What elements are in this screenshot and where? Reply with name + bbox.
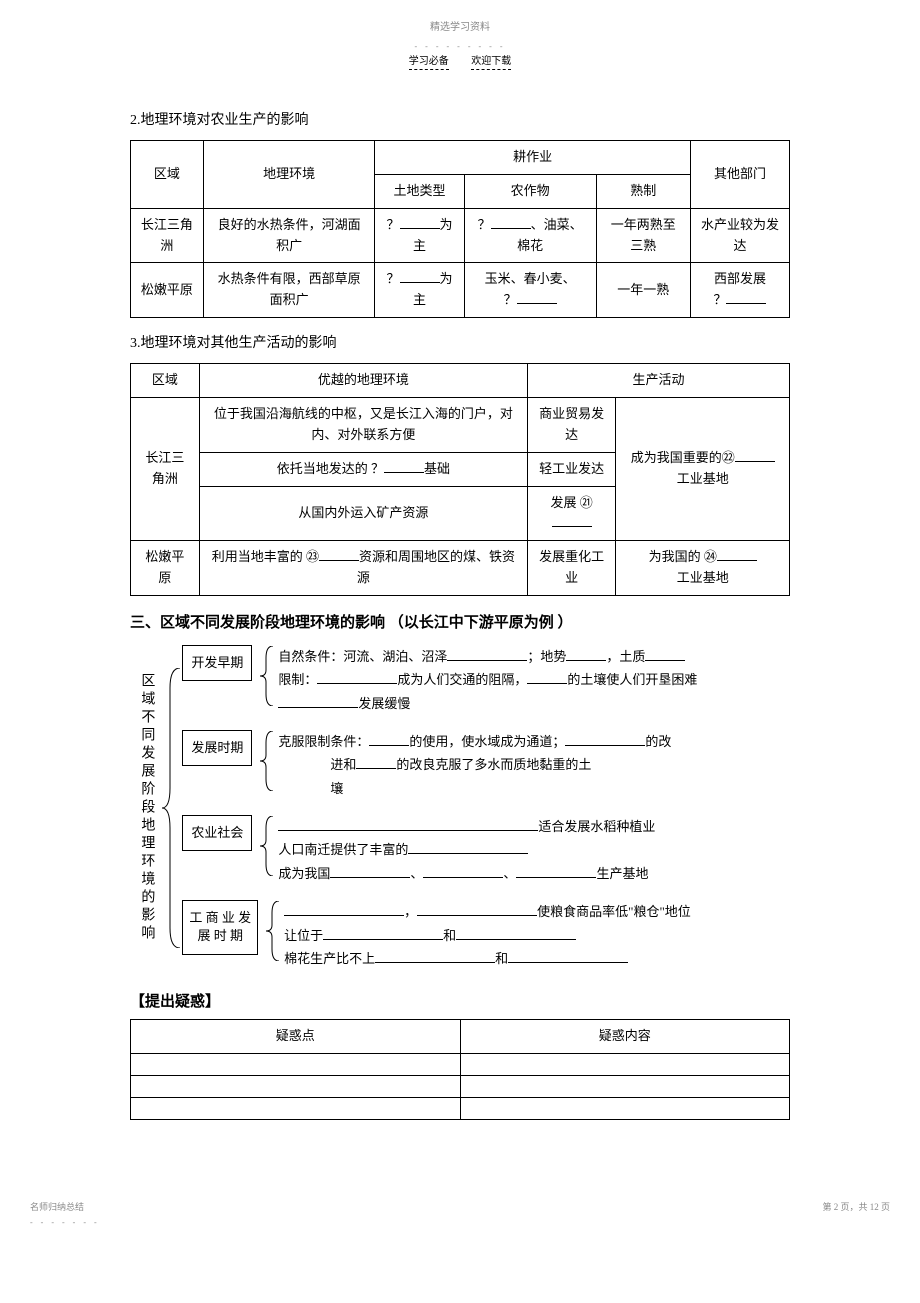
table-row: 发展 ㉑: [527, 486, 616, 541]
table-row: 成为我国重要的㉒工业基地: [616, 398, 790, 541]
table-row: 一年两熟至三熟: [596, 208, 690, 263]
table-row: 为我国的 ㉔工业基地: [616, 541, 790, 596]
table-row: 位于我国沿海航线的中枢，又是长江入海的门户，对内、对外联系方便: [199, 398, 527, 453]
stage-content: 自然条件：河流、湖泊、沼泽；地势，土质 限制：成为人们交通的阻隔，的土壤使人们开…: [278, 645, 790, 715]
table-row: 玉米、春小麦、？: [464, 263, 596, 318]
table-row: 水产业较为发达: [690, 208, 789, 263]
table-row: [460, 1054, 790, 1076]
table-row: 商业贸易发达: [527, 398, 616, 453]
footer-right: 第 2 页，共 12 页: [822, 1200, 890, 1229]
diagram: 区域不同发展阶段地理环境的影响 开发早期 自然条件：河流、湖泊、沼泽；地势，土质…: [130, 645, 790, 971]
stage-label: 工 商 业 发展 时 期: [182, 900, 258, 954]
stage-row: 发展时期 克服限制条件：的使用，使水域成为通道；的改 进和的改良克服了多水而质地…: [182, 730, 790, 800]
table-row: 松嫩平原: [131, 541, 200, 596]
brace-icon: [162, 645, 182, 971]
stage-label: 开发早期: [182, 645, 252, 681]
table-row: 利用当地丰富的 ㉓资源和周围地区的煤、铁资源: [199, 541, 527, 596]
stage-row: 开发早期 自然条件：河流、湖泊、沼泽；地势，土质 限制：成为人们交通的阻隔，的土…: [182, 645, 790, 715]
table-row: [460, 1076, 790, 1098]
table-row: 轻工业发达: [527, 452, 616, 486]
table-row: ？为主: [375, 208, 464, 263]
table-row: ？为主: [375, 263, 464, 318]
diagram-sections: 开发早期 自然条件：河流、湖泊、沼泽；地势，土质 限制：成为人们交通的阻隔，的土…: [182, 645, 790, 971]
th-region: 区域: [131, 364, 200, 398]
left-brace-icon: [162, 668, 182, 948]
th-doubt-content: 疑惑内容: [460, 1020, 790, 1054]
table-row: [131, 1054, 461, 1076]
th-land: 土地类型: [375, 174, 464, 208]
table-row: 长江三角洲: [131, 208, 204, 263]
stage-content: 适合发展水稻种植业 人口南迁提供了丰富的 成为我国、、生产基地: [278, 815, 790, 885]
brace-icon: [257, 646, 278, 714]
table-row: 发展重化工业: [527, 541, 616, 596]
th-region: 区域: [131, 141, 204, 209]
th-cycle: 熟制: [596, 174, 690, 208]
th-doubt-point: 疑惑点: [131, 1020, 461, 1054]
section3-title: 3.地理环境对其他生产活动的影响: [130, 333, 790, 355]
table-row: 依托当地发达的 ？基础: [199, 452, 527, 486]
th-crops: 农作物: [464, 174, 596, 208]
section2-title: 2.地理环境对农业生产的影响: [130, 110, 790, 132]
brace-icon: [257, 731, 278, 799]
stage-label: 农业社会: [182, 815, 252, 851]
diagram-left-label: 区域不同发展阶段地理环境的影响: [130, 645, 162, 971]
table-row: [131, 1098, 461, 1120]
table-agriculture: 区域 地理环境 耕作业 其他部门 土地类型 农作物 熟制 长江三角洲 良好的水热…: [130, 140, 790, 318]
stage-content: ，使粮食商品率低"粮仓"地位 让位于和 棉花生产比不上和: [284, 900, 790, 970]
table-row: 长江三角洲: [131, 398, 200, 541]
th-env: 优越的地理环境: [199, 364, 527, 398]
stage-label: 发展时期: [182, 730, 252, 766]
stage-content: 克服限制条件：的使用，使水域成为通道；的改 进和的改良克服了多水而质地黏重的土 …: [278, 730, 790, 800]
header-right: 欢迎下载: [471, 56, 511, 70]
brace-icon: [257, 816, 278, 884]
header-left: 学习必备: [409, 56, 449, 70]
table-row: 从国内外运入矿产资源: [199, 486, 527, 541]
footer: 名师归纳总结 - - - - - - - 第 2 页，共 12 页: [0, 1200, 920, 1229]
table-row: 西部发展？: [690, 263, 789, 318]
heading-three: 三、区域不同发展阶段地理环境的影响 （以长江中下游平原为例 ）: [130, 611, 790, 635]
table-row: [131, 1076, 461, 1098]
table-row: 良好的水热条件，河湖面积广: [203, 208, 375, 263]
table-row: 水热条件有限，西部草原面积广: [203, 263, 375, 318]
table-row: ？、油菜、棉花: [464, 208, 596, 263]
brace-icon: [263, 901, 284, 969]
th-env: 地理环境: [203, 141, 375, 209]
th-activity: 生产活动: [527, 364, 789, 398]
header-top: 精选学习资料: [0, 20, 920, 36]
header-sub: 学习必备 欢迎下载: [0, 54, 920, 70]
table-row: 松嫩平原: [131, 263, 204, 318]
main-content: 2.地理环境对农业生产的影响 区域 地理环境 耕作业 其他部门 土地类型 农作物…: [0, 110, 920, 1120]
table-row: 一年一熟: [596, 263, 690, 318]
th-other: 其他部门: [690, 141, 789, 209]
doubt-title: 【提出疑惑】: [130, 990, 790, 1014]
table-production: 区域 优越的地理环境 生产活动 长江三角洲 位于我国沿海航线的中枢，又是长江入海…: [130, 363, 790, 595]
footer-left: 名师归纳总结 - - - - - - -: [30, 1200, 100, 1229]
stage-row: 农业社会 适合发展水稻种植业 人口南迁提供了丰富的 成为我国、、生产基地: [182, 815, 790, 885]
header-dashes: - - - - - - - - -: [0, 41, 920, 54]
th-farming: 耕作业: [375, 141, 690, 175]
stage-row: 工 商 业 发展 时 期 ，使粮食商品率低"粮仓"地位 让位于和 棉花生产比不上…: [182, 900, 790, 970]
doubt-table: 疑惑点 疑惑内容: [130, 1019, 790, 1120]
table-row: [460, 1098, 790, 1120]
